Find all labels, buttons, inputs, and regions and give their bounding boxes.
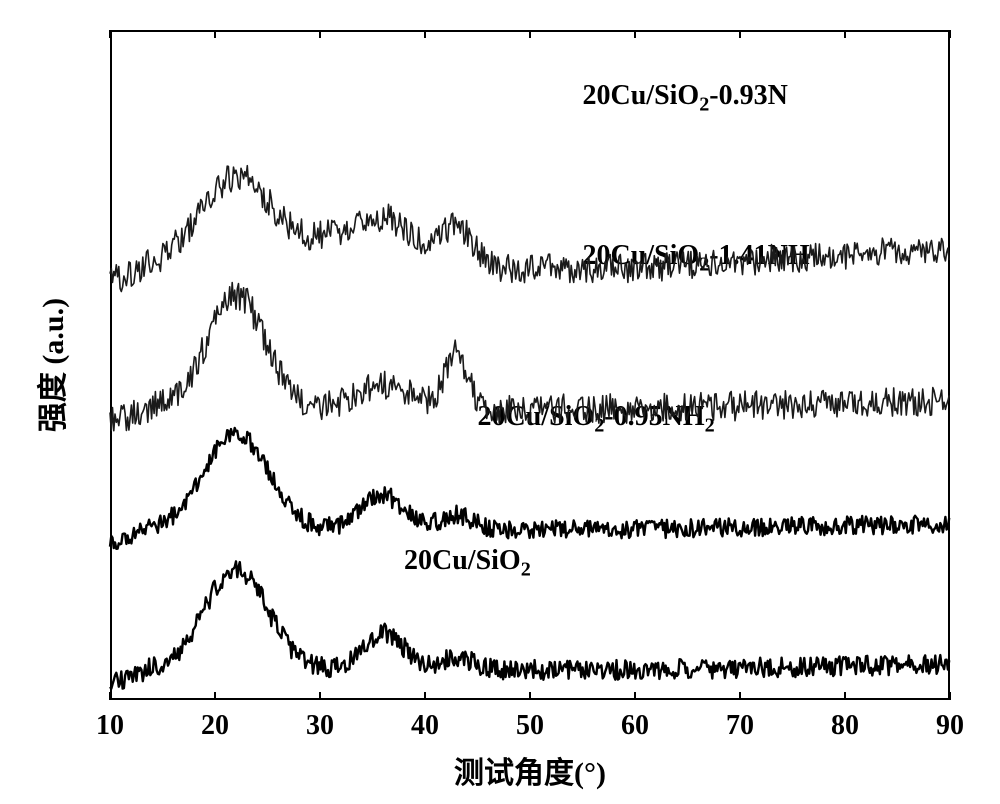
curve-093N bbox=[110, 166, 949, 292]
xrd-figure: 强度 (a.u.) 测试角度(°) 102030405060708090 20C… bbox=[0, 0, 1000, 804]
curve-base bbox=[110, 561, 949, 688]
curve-141NH bbox=[110, 283, 949, 431]
xrd-curves bbox=[0, 0, 1000, 804]
curve-095NH2 bbox=[110, 428, 949, 549]
